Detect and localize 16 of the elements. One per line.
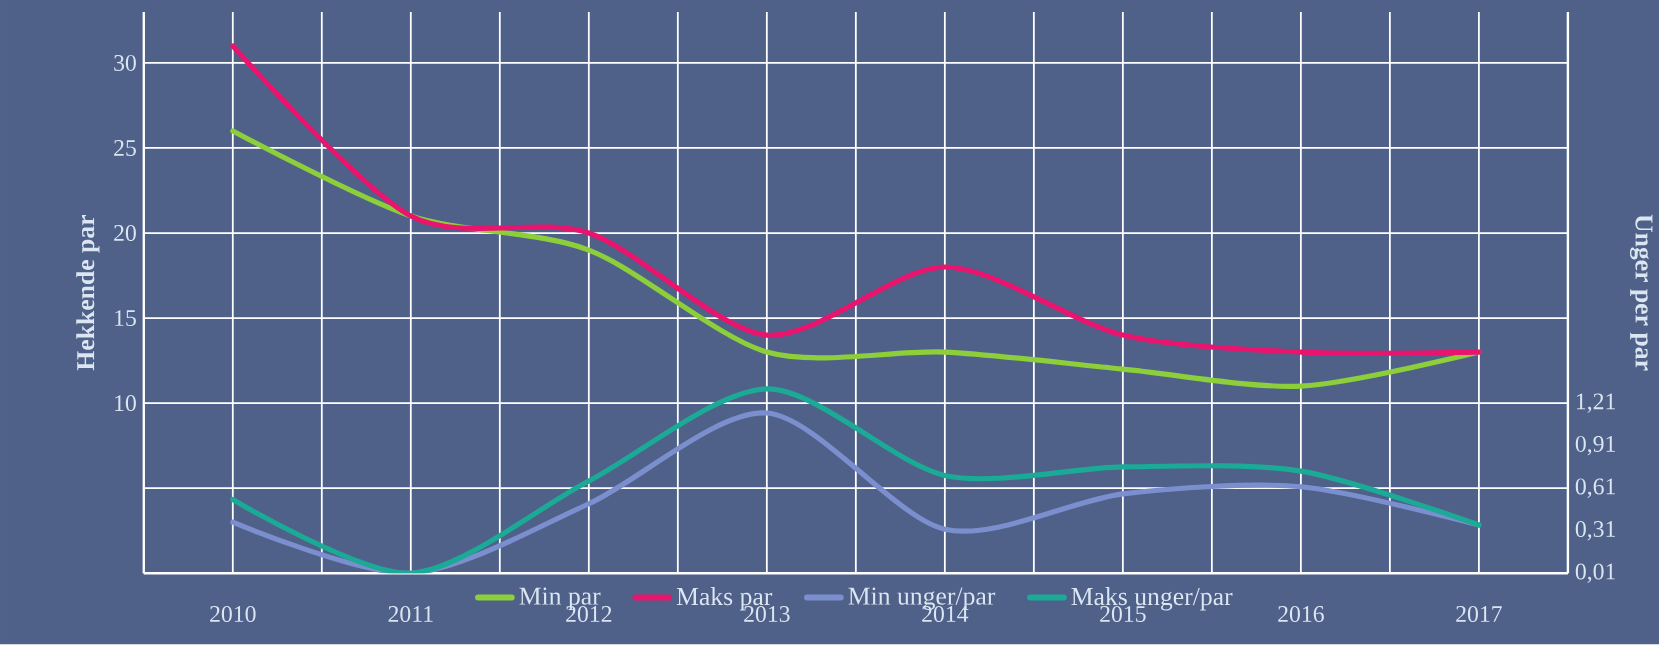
x-tick-label: 2016 (1278, 606, 1324, 623)
y-axis-title: Hekkende par (76, 215, 100, 371)
x-tick-label: 2010 (210, 606, 256, 623)
y-tick-label: 15 (115, 310, 136, 327)
y-tick-label: 10 (115, 395, 136, 412)
y2-tick-label: 0,91 (1575, 436, 1615, 456)
y-tick-label: 25 (114, 140, 136, 157)
y2-tick-label: 0,31 (1575, 521, 1615, 541)
y-tick-label: 30 (114, 55, 136, 72)
y2-tick-label: 0,61 (1575, 478, 1615, 499)
x-tick-label: 2011 (388, 606, 433, 623)
y2-tick-label: 1,21 (1576, 393, 1615, 413)
y2-axis-title: Unger per par (1629, 214, 1653, 371)
y2-tick-label: 0,01 (1575, 563, 1615, 584)
y-tick-label: 20 (114, 225, 136, 242)
x-tick-label: 2017 (1456, 606, 1502, 623)
